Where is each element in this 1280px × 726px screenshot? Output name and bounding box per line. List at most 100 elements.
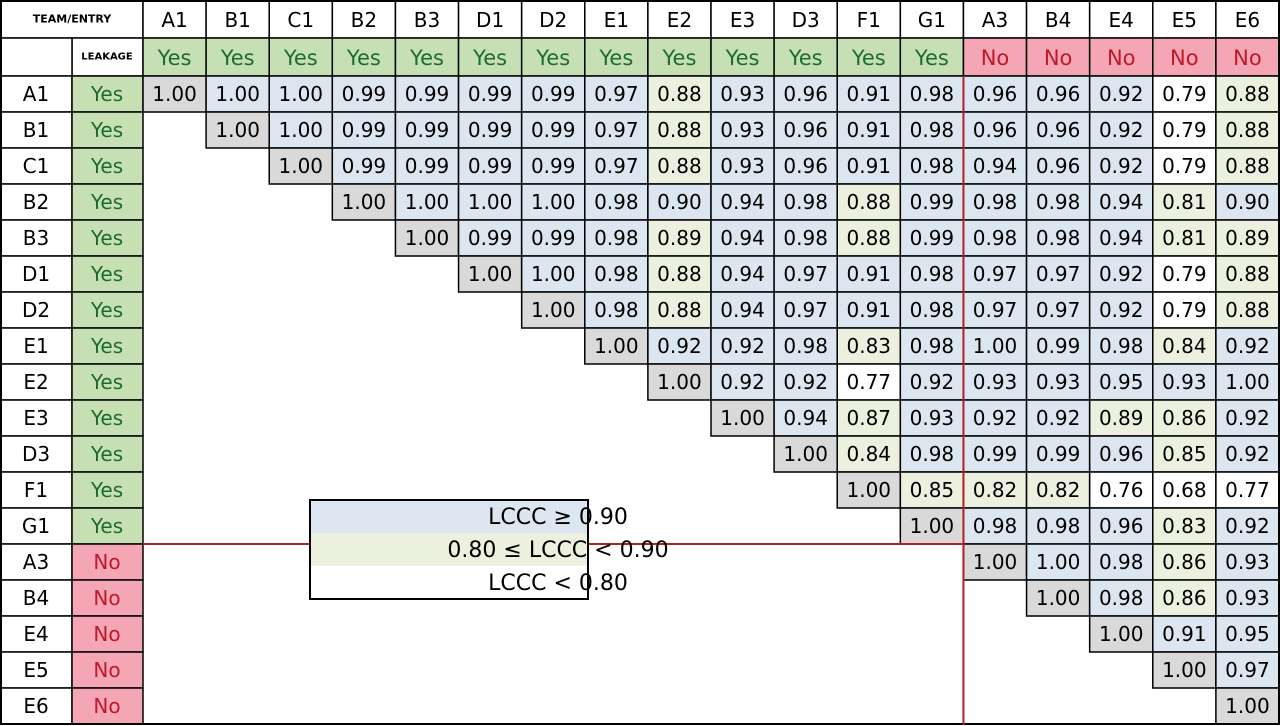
row-leakage: No bbox=[93, 586, 120, 610]
value: 0.91 bbox=[847, 262, 892, 286]
value: 0.98 bbox=[910, 334, 955, 358]
value: 1.00 bbox=[910, 514, 955, 538]
value: 0.89 bbox=[1225, 226, 1270, 250]
column-leakage: Yes bbox=[725, 46, 760, 70]
row-header bbox=[0, 183, 73, 221]
value: 0.79 bbox=[1162, 82, 1207, 106]
value: 0.92 bbox=[1225, 442, 1270, 466]
row-name: B4 bbox=[23, 586, 49, 610]
row-leakage: Yes bbox=[90, 262, 123, 286]
legend-swatch bbox=[310, 500, 588, 533]
row-leakage: No bbox=[93, 550, 120, 574]
value: 0.99 bbox=[468, 154, 513, 178]
value-cell bbox=[773, 75, 838, 113]
value: 0.98 bbox=[594, 226, 639, 250]
value-cell bbox=[205, 75, 270, 113]
value: 0.85 bbox=[910, 478, 955, 502]
row-leakage-cell bbox=[71, 435, 144, 473]
value: 0.96 bbox=[1099, 442, 1144, 466]
value-cell bbox=[1088, 75, 1154, 113]
column-name: E6 bbox=[1235, 8, 1260, 32]
value-cell bbox=[1215, 399, 1280, 437]
value-cell bbox=[899, 111, 965, 149]
legend-swatch bbox=[310, 566, 588, 599]
diagonal-cell bbox=[1025, 579, 1091, 617]
value-cell bbox=[1025, 75, 1091, 113]
value-cell bbox=[394, 183, 460, 221]
value: 0.76 bbox=[1099, 478, 1144, 502]
value: 0.97 bbox=[783, 262, 828, 286]
column-header bbox=[584, 0, 649, 39]
legend-swatch bbox=[310, 533, 588, 566]
row-leakage-cell bbox=[71, 507, 144, 545]
value: 1.00 bbox=[152, 82, 197, 106]
value: 0.92 bbox=[910, 370, 955, 394]
legend-label: 0.80 ≤ LCCC < 0.90 bbox=[447, 538, 668, 563]
value-cell bbox=[710, 75, 775, 113]
value: 0.92 bbox=[1225, 514, 1270, 538]
value: 0.97 bbox=[973, 298, 1018, 322]
value-cell bbox=[836, 147, 902, 185]
value: 0.81 bbox=[1162, 226, 1207, 250]
row-leakage: Yes bbox=[90, 154, 123, 178]
value: 0.96 bbox=[973, 82, 1018, 106]
value-cell bbox=[1088, 183, 1154, 221]
column-name: B4 bbox=[1045, 8, 1071, 32]
row-leakage: Yes bbox=[90, 406, 123, 430]
value-cell bbox=[1088, 291, 1154, 329]
value: 0.92 bbox=[657, 334, 702, 358]
value: 0.91 bbox=[847, 82, 892, 106]
leakage-label-cell bbox=[71, 37, 144, 77]
value: 0.90 bbox=[657, 190, 702, 214]
row-name: D2 bbox=[22, 298, 50, 322]
value-cell bbox=[1152, 363, 1217, 401]
value: 0.92 bbox=[783, 370, 828, 394]
value-cell bbox=[647, 291, 712, 329]
value: 0.92 bbox=[720, 370, 765, 394]
value: 0.96 bbox=[783, 82, 828, 106]
value-cell bbox=[710, 291, 775, 329]
column-leakage: Yes bbox=[157, 46, 192, 70]
column-name: A1 bbox=[161, 8, 187, 32]
value: 1.00 bbox=[405, 226, 450, 250]
value: 0.99 bbox=[531, 118, 576, 142]
column-name: E5 bbox=[1172, 8, 1197, 32]
row-leakage-cell bbox=[71, 219, 144, 257]
column-name: B3 bbox=[414, 8, 440, 32]
row-leakage-cell bbox=[71, 579, 144, 617]
column-leakage-cell bbox=[457, 37, 523, 77]
row-header bbox=[0, 615, 73, 653]
value-cell bbox=[394, 75, 460, 113]
column-leakage: Yes bbox=[346, 46, 381, 70]
value: 0.98 bbox=[910, 262, 955, 286]
column-leakage: Yes bbox=[409, 46, 444, 70]
value-cell bbox=[520, 255, 586, 293]
value: 0.94 bbox=[1099, 190, 1144, 214]
value: 0.97 bbox=[1036, 298, 1081, 322]
diagonal-cell bbox=[962, 543, 1028, 581]
value: 0.93 bbox=[720, 154, 765, 178]
row-leakage-cell bbox=[71, 615, 144, 653]
row-leakage-cell bbox=[71, 543, 144, 581]
column-leakage-cell bbox=[268, 37, 334, 77]
column-header bbox=[962, 0, 1028, 39]
value: 1.00 bbox=[531, 190, 576, 214]
value-cell bbox=[710, 219, 775, 257]
value: 0.84 bbox=[1162, 334, 1207, 358]
column-leakage: Yes bbox=[535, 46, 570, 70]
value-cell bbox=[394, 111, 460, 149]
column-leakage: Yes bbox=[283, 46, 318, 70]
value: 0.79 bbox=[1162, 262, 1207, 286]
value: 1.00 bbox=[279, 154, 324, 178]
value: 0.88 bbox=[657, 262, 702, 286]
row-name: F1 bbox=[24, 478, 48, 502]
column-leakage: Yes bbox=[220, 46, 255, 70]
value-cell bbox=[1215, 363, 1280, 401]
value-cell bbox=[1152, 543, 1217, 581]
value: 0.97 bbox=[1036, 262, 1081, 286]
column-leakage-cell bbox=[1152, 37, 1217, 77]
column-leakage: Yes bbox=[914, 46, 949, 70]
value: 0.99 bbox=[910, 226, 955, 250]
column-leakage-cell bbox=[331, 37, 397, 77]
row-leakage: Yes bbox=[90, 478, 123, 502]
